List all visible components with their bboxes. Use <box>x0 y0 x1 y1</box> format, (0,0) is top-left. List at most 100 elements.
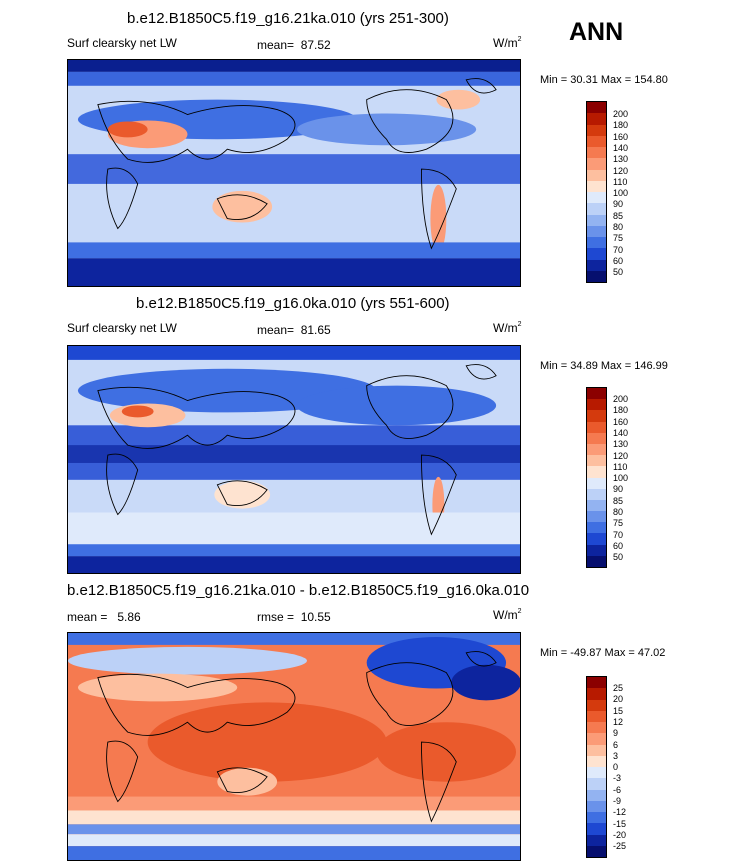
colorbar-box <box>587 722 606 734</box>
colorbar-label: 50 <box>613 267 624 278</box>
colorbar-label: 200 <box>613 394 629 404</box>
panel2-variable: Surf clearsky net LW <box>67 321 177 335</box>
colorbar-box <box>587 477 606 489</box>
colorbar-box <box>587 237 606 249</box>
season-label: ANN <box>569 18 624 46</box>
colorbar-box <box>587 789 606 801</box>
colorbar-label: 120 <box>613 165 629 176</box>
colorbar-label: 70 <box>613 244 624 255</box>
panel2-mean-label: mean= <box>257 323 295 337</box>
colorbar-label: 90 <box>613 484 624 495</box>
colorbar-box <box>587 259 606 271</box>
colorbar-label: -20 <box>613 829 627 840</box>
colorbar-box <box>587 466 606 478</box>
colorbar-box <box>587 544 606 556</box>
colorbar-label: 110 <box>613 461 628 472</box>
colorbar-label: 60 <box>613 255 624 266</box>
colorbar-label: 85 <box>613 495 624 506</box>
colorbar-box <box>587 203 606 215</box>
colorbar-label: 20 <box>613 694 624 705</box>
colorbar-label: 100 <box>613 473 629 484</box>
colorbar-label: 60 <box>613 540 624 551</box>
panel3-min-value: -49.87 <box>570 647 602 659</box>
colorbar-box <box>587 522 606 534</box>
colorbar-box <box>587 399 606 411</box>
panel3-title: b.e12.B1850C5.f19_g16.21ka.010 - b.e12.B… <box>67 582 530 599</box>
colorbar-label: 15 <box>613 705 624 716</box>
panel2-mean-value: 81.65 <box>300 323 331 337</box>
panel1-map <box>67 59 521 287</box>
colorbar-box <box>587 214 606 226</box>
panel2-max-value: 146.99 <box>634 360 668 372</box>
panel2-min-label: Min = <box>540 360 568 372</box>
panel2-map <box>67 345 521 574</box>
colorbar-box <box>587 845 606 857</box>
colorbar-box <box>587 499 606 512</box>
colorbar-label: 110 <box>613 176 628 187</box>
panel1-min-label: Min = <box>540 74 568 86</box>
panel1-max-value: 154.80 <box>634 74 668 86</box>
panel2-colorbar <box>586 387 607 568</box>
colorbar-box <box>587 699 606 711</box>
colorbar-box <box>587 710 606 722</box>
colorbar-box <box>587 767 606 779</box>
colorbar-box <box>587 688 606 700</box>
colorbar-box <box>587 744 606 756</box>
colorbar-box <box>587 388 606 400</box>
colorbar-label: 180 <box>613 120 629 131</box>
colorbar-box <box>587 455 606 467</box>
colorbar-label: 100 <box>613 188 629 199</box>
colorbar-label: -15 <box>613 818 627 829</box>
colorbar-label: 160 <box>613 416 629 427</box>
panel2-minmax: Min = 34.89 Max = 146.99 <box>540 361 668 372</box>
panel2-title: b.e12.B1850C5.f19_g16.0ka.010 (yrs 551-6… <box>136 295 450 312</box>
colorbar-box <box>587 755 606 767</box>
panel3-mean-label: mean = <box>67 610 108 624</box>
colorbar-label: 9 <box>613 728 619 739</box>
panel1-mean: mean= 87.52 <box>257 39 331 51</box>
panel2-min-value: 34.89 <box>570 360 598 372</box>
panel3-mean-value: 5.86 <box>117 610 141 624</box>
panel2-units-sup: 2 <box>517 321 522 328</box>
colorbar-box <box>587 834 606 846</box>
colorbar-box <box>587 124 606 136</box>
panel1-mean-label: mean= <box>257 38 295 52</box>
panel1-units-sup: 2 <box>517 36 522 43</box>
colorbar-box <box>587 169 606 181</box>
colorbar-label: 140 <box>613 142 629 153</box>
colorbar-box <box>587 677 606 689</box>
colorbar-box <box>587 113 606 125</box>
colorbar-box <box>587 533 606 545</box>
colorbar-label: 0 <box>613 762 619 773</box>
panel1-minmax: Min = 30.31 Max = 154.80 <box>540 75 668 86</box>
panel3-units: W/m2 <box>493 608 522 621</box>
panel2-units: W/m2 <box>493 321 522 335</box>
colorbar-box <box>587 225 606 237</box>
panel1-title: b.e12.B1850C5.f19_g16.21ka.010 (yrs 251-… <box>127 10 449 27</box>
colorbar-box <box>587 410 606 422</box>
panel3-rmse: rmse = 10.55 <box>257 611 331 623</box>
panel3-min-label: Min = <box>540 647 568 659</box>
panel3-colorbar <box>586 676 607 858</box>
colorbar-label: 90 <box>613 199 624 210</box>
panel1-mean-value: 87.52 <box>300 38 331 52</box>
colorbar-box <box>587 135 606 147</box>
panel1-units: W/m2 <box>493 36 522 49</box>
colorbar-label: 70 <box>613 529 624 540</box>
colorbar-box <box>587 812 606 824</box>
colorbar-box <box>587 800 606 812</box>
colorbar-label: 120 <box>613 450 629 461</box>
panel1-min-value: 30.31 <box>570 74 598 86</box>
colorbar-label: 160 <box>613 131 629 142</box>
colorbar-box <box>587 147 606 159</box>
panel3-minmax: Min = -49.87 Max = 47.02 <box>540 648 665 659</box>
colorbar-box <box>587 432 606 444</box>
colorbar-label: 85 <box>613 210 624 221</box>
panel1-variable: Surf clearsky net LW <box>67 36 177 50</box>
colorbar-label: 130 <box>613 439 629 450</box>
panel1-colorbar <box>586 101 607 283</box>
colorbar-box <box>587 555 606 567</box>
panel2-units-base: W/m <box>493 321 518 335</box>
colorbar-label: 75 <box>613 518 624 529</box>
colorbar-box <box>587 158 606 170</box>
